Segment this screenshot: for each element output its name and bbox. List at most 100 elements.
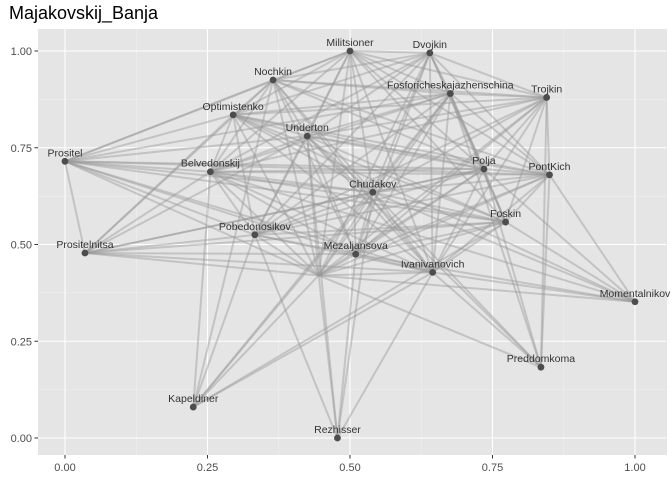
edge xyxy=(349,50,507,223)
edge xyxy=(317,52,431,276)
edge xyxy=(349,50,357,255)
edge xyxy=(355,253,433,274)
edge xyxy=(232,113,550,176)
edge xyxy=(253,50,351,236)
edge xyxy=(349,50,485,170)
edge xyxy=(84,170,211,254)
edge xyxy=(272,79,547,99)
edge xyxy=(272,79,485,170)
edge xyxy=(431,93,452,273)
node-point xyxy=(334,434,341,442)
edge xyxy=(371,191,434,273)
edge xyxy=(272,79,374,193)
edges-layer xyxy=(64,50,636,439)
node-label: Belvedonskij xyxy=(181,158,240,170)
edge xyxy=(431,168,485,273)
edge xyxy=(449,93,485,170)
node-point xyxy=(229,111,237,119)
edge xyxy=(429,52,551,176)
node-label: Chudakov xyxy=(349,178,397,190)
edge xyxy=(336,192,374,439)
node-labels-layer: Militsioner Dvojkin Nochkin Fosforicheskaja… xyxy=(47,37,671,436)
edge xyxy=(209,79,274,173)
edge xyxy=(64,92,451,163)
plot-panel xyxy=(38,29,667,455)
edge xyxy=(306,135,507,223)
edge xyxy=(254,233,320,277)
edge xyxy=(210,170,550,176)
node-label: Underton xyxy=(286,122,329,134)
edge xyxy=(64,113,234,163)
edge xyxy=(232,113,308,138)
edge xyxy=(372,191,506,224)
edge xyxy=(254,168,485,236)
edge xyxy=(210,92,451,173)
edge xyxy=(307,135,550,176)
grid-minor xyxy=(38,29,667,455)
edge xyxy=(64,160,256,236)
edge xyxy=(209,114,235,173)
edge xyxy=(192,171,212,408)
edge xyxy=(306,50,351,137)
edge xyxy=(254,96,548,236)
edge xyxy=(64,160,357,256)
edge xyxy=(545,97,551,175)
edge xyxy=(192,79,275,408)
y-tick-label: 0.50 xyxy=(11,240,32,252)
node-point xyxy=(502,218,510,226)
edge xyxy=(210,168,484,173)
edge xyxy=(64,160,484,171)
node-label: Preddomkoma xyxy=(507,353,575,365)
edge xyxy=(84,191,374,254)
node-label: Fosforicheskajazhenschina xyxy=(387,80,514,92)
chart-title: Majakovskij_Banja xyxy=(9,3,159,23)
edge xyxy=(210,135,308,173)
node-point xyxy=(251,231,259,239)
edge xyxy=(192,234,256,408)
edge xyxy=(232,114,434,274)
edge xyxy=(355,253,636,303)
edge xyxy=(355,96,548,255)
node-point xyxy=(61,157,69,165)
edge xyxy=(209,171,320,277)
edge xyxy=(272,51,430,82)
edge xyxy=(209,50,351,173)
edge xyxy=(64,160,506,224)
edge xyxy=(306,136,320,276)
edge xyxy=(84,252,433,274)
edge xyxy=(64,160,211,173)
edge xyxy=(372,191,636,303)
x-tick-label: 0.50 xyxy=(339,462,360,474)
edge xyxy=(209,52,431,173)
node-point xyxy=(189,403,197,411)
node-label: Dvojkin xyxy=(413,39,448,51)
edge xyxy=(254,191,374,236)
edge xyxy=(84,114,234,254)
edge xyxy=(210,170,506,224)
edge xyxy=(349,50,430,54)
edge xyxy=(318,253,357,277)
edge xyxy=(64,135,308,163)
edge xyxy=(84,221,506,255)
edge xyxy=(210,96,547,173)
edge xyxy=(272,79,357,255)
edge xyxy=(307,96,547,138)
edge xyxy=(317,191,374,277)
node-point xyxy=(206,168,214,176)
edge xyxy=(355,173,550,256)
edge xyxy=(254,52,431,236)
edge xyxy=(336,254,357,439)
edge xyxy=(317,275,339,439)
edge xyxy=(318,274,636,303)
edge xyxy=(318,271,433,277)
edge xyxy=(84,135,308,254)
edge xyxy=(64,160,433,274)
node-point xyxy=(303,132,311,140)
node-label: Prositel xyxy=(47,147,82,159)
edge xyxy=(354,52,431,255)
edge xyxy=(84,79,274,254)
node-label: Rezhisser xyxy=(314,424,361,436)
edge xyxy=(232,50,351,116)
edge xyxy=(349,50,374,193)
edge xyxy=(539,97,548,368)
